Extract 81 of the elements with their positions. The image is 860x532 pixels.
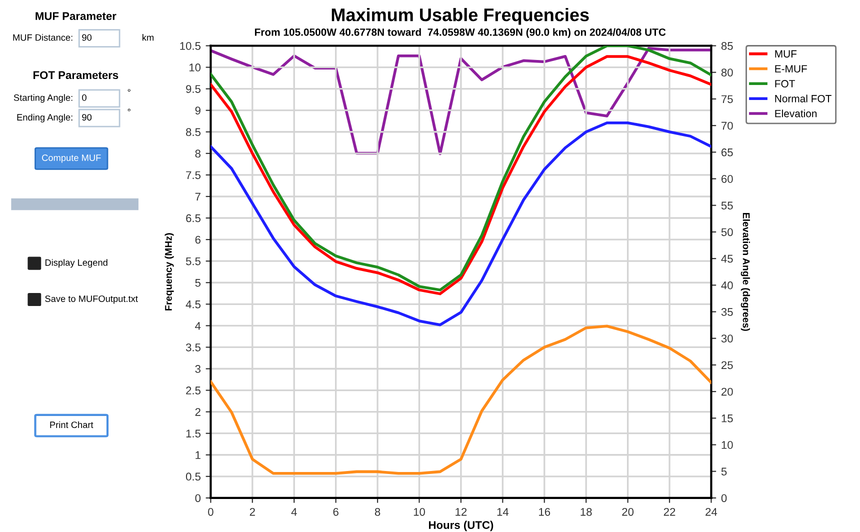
y-tick-label: 6.5 [186, 214, 201, 222]
y2-tick-label: 45 [721, 254, 733, 263]
y2-tick-label: 50 [721, 228, 733, 236]
y2-tick-label: 5 [721, 468, 727, 476]
text: Ending Angle: [17, 114, 72, 122]
legend-label: E-MUF [775, 65, 807, 72]
y-tick-label: 8.5 [186, 128, 201, 136]
text: Save to MUFOutput.txt [45, 295, 138, 304]
x-axis-title: Hours (UTC) [428, 520, 494, 532]
y2-tick-label: 65 [722, 148, 733, 156]
text: Display Legend [45, 259, 108, 268]
text: 0 [82, 94, 86, 101]
x-tick-label: 20 [622, 508, 634, 516]
y2-tick-label: 35 [721, 308, 733, 316]
y2-tick-label: 85 [721, 42, 733, 50]
y-tick-label: 6 [195, 236, 200, 244]
y-tick-label: 4 [195, 322, 201, 330]
y2-tick-label: 15 [722, 414, 733, 422]
x-tick-label: 0 [208, 508, 214, 516]
y-tick-label: 1.5 [186, 430, 201, 438]
y-tick-label: 4.5 [186, 300, 201, 308]
y-tick-label: 0.5 [186, 472, 201, 481]
y2-axis-title: Elevation Angle (degrees) [740, 212, 750, 331]
x-tick-label: 2 [250, 508, 255, 516]
y-tick-label: 9 [195, 106, 200, 114]
y2-tick-label: 30 [721, 334, 733, 342]
y2-tick-label: 40 [721, 281, 733, 290]
x-tick-label: 22 [664, 508, 676, 516]
line-series [210, 324, 712, 475]
y-axis-title: Frequency (MHz) [164, 233, 174, 310]
legend-label: Normal FOT [775, 94, 832, 102]
text: Print Chart [50, 421, 94, 428]
y-tick-label: 8 [195, 150, 200, 158]
text: MUF Parameter [36, 12, 116, 20]
text: FOT Parameters [34, 71, 118, 80]
x-tick-label: 16 [539, 508, 550, 516]
y-tick-label: 2.5 [186, 386, 201, 394]
legend-label: FOT [775, 80, 795, 88]
text: ° [128, 89, 130, 92]
x-tick-label: 4 [291, 508, 297, 516]
legend-label: MUF [775, 50, 797, 58]
text: Compute MUF [42, 154, 101, 163]
y2-tick-label: 25 [722, 361, 733, 370]
y-tick-label: 3.5 [186, 343, 201, 352]
y-tick-label: 0 [195, 494, 201, 502]
y-tick-label: 5 [195, 279, 201, 287]
y2-tick-label: 60 [722, 175, 733, 183]
x-tick-label: 12 [456, 508, 467, 516]
text: ° [128, 108, 130, 112]
x-tick-label: 14 [497, 508, 509, 516]
y-tick-label: 5.5 [186, 257, 201, 266]
y2-tick-label: 75 [722, 95, 733, 104]
y-tick-label: 7 [195, 192, 200, 201]
x-tick-label: 18 [580, 508, 592, 516]
y-tick-label: 1 [196, 451, 200, 459]
chart-subtitle: From 105.0500W 40.6778N toward 74.0598W 40.1369N (90.0 km) on 2024/04/08 UTC [254, 28, 666, 38]
x-tick-label: 8 [374, 508, 380, 516]
line-series [210, 121, 712, 326]
y2-tick-label: 55 [721, 202, 733, 210]
y-tick-label: 10.5 [180, 42, 201, 50]
text: 90 [82, 114, 92, 121]
y2-tick-label: 70 [722, 122, 733, 130]
y-tick-label: 2 [195, 408, 200, 416]
y2-tick-label: 10 [722, 441, 733, 449]
y-tick-label: 10 [189, 64, 201, 72]
legend-label: Elevation [775, 110, 817, 118]
y-tick-label: 9.5 [186, 85, 201, 93]
text: 90 [82, 34, 92, 41]
x-tick-label: 6 [333, 508, 338, 516]
y-tick-label: 3 [195, 365, 200, 373]
chart-title: Maximum Usable Frequencies [332, 8, 589, 25]
text: Starting Angle: [14, 94, 72, 103]
y2-tick-label: 0 [721, 494, 727, 502]
text: MUF Distance: [13, 34, 72, 41]
y2-tick-label: 20 [722, 388, 733, 396]
y2-tick-label: 80 [721, 68, 733, 76]
y-tick-label: 7.5 [186, 171, 201, 180]
line-series [210, 47, 712, 156]
x-tick-label: 10 [414, 508, 425, 516]
x-tick-label: 24 [706, 508, 718, 516]
text: km [142, 34, 154, 41]
